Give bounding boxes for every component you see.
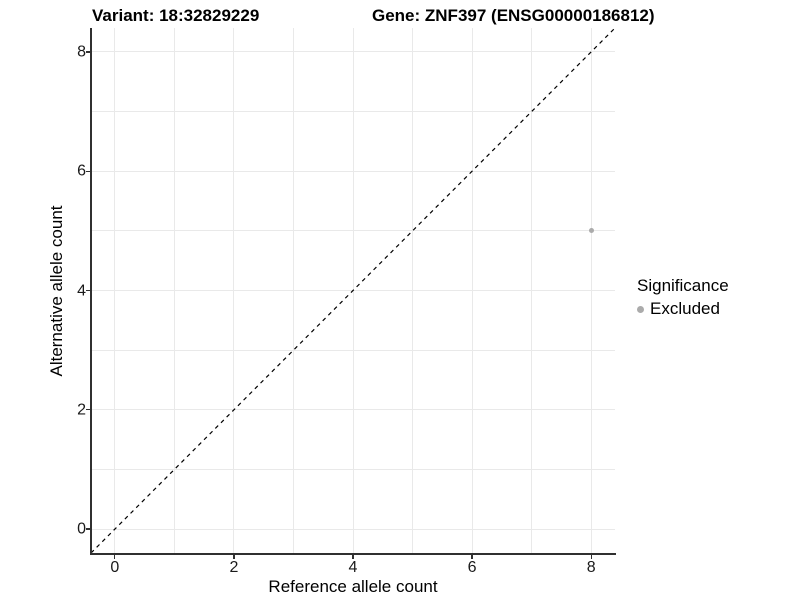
y-tick-mark	[85, 528, 90, 530]
horizontal-gridline	[91, 170, 615, 172]
x-tick-label: 2	[229, 559, 239, 576]
identity-reference-line	[91, 28, 615, 553]
horizontal-gridline	[91, 111, 615, 113]
variant-title: Variant: 18:32829229	[92, 6, 260, 25]
y-axis-title: Alternative allele count	[47, 205, 66, 377]
x-tick-mark	[114, 554, 116, 559]
y-tick-label: 0	[77, 520, 86, 538]
vertical-gridline	[412, 28, 414, 553]
vertical-gridline	[531, 28, 533, 553]
y-tick-mark	[85, 409, 90, 411]
gene-title: Gene: ZNF397 (ENSG00000186812)	[372, 6, 655, 25]
x-tick-mark	[471, 554, 473, 559]
y-tick-label: 8	[77, 43, 86, 61]
x-axis-title: Reference allele count	[268, 577, 438, 596]
x-tick-label: 8	[586, 559, 596, 576]
legend-point-icon	[637, 305, 644, 313]
x-tick-label: 4	[348, 559, 358, 576]
x-tick-label: 6	[467, 559, 477, 576]
x-tick-mark	[590, 554, 592, 559]
y-tick-label: 2	[77, 401, 86, 419]
legend: Significance Excluded	[637, 276, 729, 319]
y-tick-mark	[85, 289, 90, 292]
vertical-gridline	[590, 28, 592, 553]
legend-entry-label: Excluded	[650, 299, 720, 318]
y-tick-label: 6	[77, 162, 86, 180]
horizontal-gridline	[91, 230, 615, 232]
horizontal-gridline	[91, 51, 615, 53]
y-axis-line	[90, 28, 92, 555]
x-tick-mark	[233, 554, 235, 559]
x-axis-line	[90, 553, 616, 555]
y-tick-label: 4	[77, 282, 86, 299]
data-point-excluded	[588, 228, 594, 234]
vertical-gridline	[471, 28, 473, 553]
x-tick-mark	[352, 554, 354, 559]
legend-entry-excluded: Excluded	[637, 299, 729, 319]
y-tick-mark	[85, 51, 90, 53]
y-tick-mark	[85, 170, 90, 172]
legend-title: Significance	[637, 276, 729, 295]
x-tick-label: 0	[110, 559, 120, 576]
